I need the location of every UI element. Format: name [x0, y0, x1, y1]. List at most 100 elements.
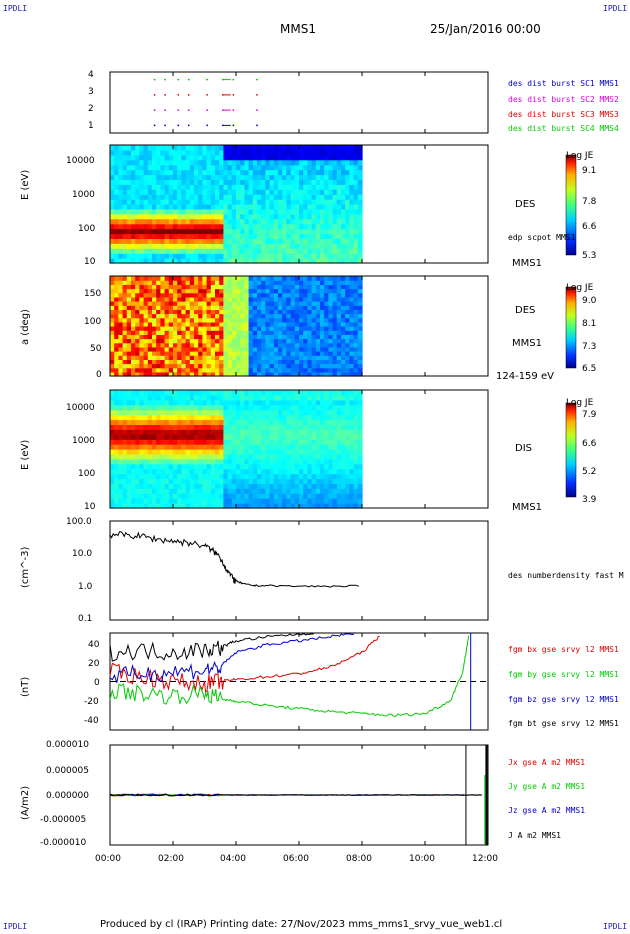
- des-energy-cell: [152, 159, 157, 166]
- dis-energy-cell: [257, 463, 262, 470]
- des-energy-cell: [215, 145, 220, 151]
- des-energy-cell: [286, 258, 292, 264]
- dis-energy-cell: [357, 390, 363, 396]
- des-energy-cell: [332, 194, 338, 200]
- dis-energy-cell: [248, 409, 254, 416]
- des-energy-cell: [244, 218, 250, 225]
- dis-energy-cell: [118, 444, 124, 450]
- des-pitch-cell: [341, 301, 346, 306]
- dis-energy-cell: [307, 453, 313, 460]
- dis-energy-cell: [353, 478, 359, 484]
- dis-energy-cell: [345, 419, 350, 425]
- des-pitch-cell: [294, 321, 300, 327]
- des-energy-cell: [143, 149, 149, 156]
- des-pitch-cell: [126, 301, 132, 306]
- des-energy-cell: [248, 218, 254, 225]
- dis-energy-cell: [328, 458, 334, 465]
- des-pitch-cell: [315, 334, 321, 340]
- dis-energy-cell: [114, 429, 119, 435]
- dis-energy-cell: [135, 439, 140, 445]
- des-pitch-cell: [215, 280, 220, 285]
- des-energy-cell: [114, 189, 119, 195]
- des-pitch-cell: [357, 363, 363, 369]
- des-energy-cell: [131, 204, 136, 210]
- dis-energy-cell: [210, 483, 216, 489]
- dis-energy-cell: [345, 453, 350, 460]
- des-pitch-cell: [261, 326, 266, 331]
- des-energy-cell: [177, 159, 182, 166]
- dis-energy-cell: [152, 409, 157, 416]
- des-pitch-cell: [122, 359, 128, 365]
- des-pitch-cell: [357, 371, 363, 377]
- dis-energy-cell: [290, 449, 296, 455]
- dis-energy-cell: [278, 473, 283, 480]
- des-energy-cell: [131, 253, 136, 259]
- dis-energy-cell: [286, 444, 292, 450]
- des-pitch-cell: [265, 296, 271, 302]
- dis-energy-cell: [332, 488, 338, 494]
- dis-energy-cell: [286, 434, 292, 440]
- dis-energy-cell: [231, 493, 237, 499]
- des-energy-cell: [286, 194, 292, 200]
- dis-energy-cell: [156, 453, 161, 460]
- dis-energy-cell: [341, 439, 346, 445]
- des-energy-cell: [341, 223, 346, 230]
- des-pitch-cell: [349, 367, 355, 373]
- des-pitch-cell: [278, 342, 283, 348]
- dis-energy-cell: [311, 429, 317, 435]
- des-energy-cell: [181, 184, 187, 190]
- dis-energy-cell: [215, 449, 220, 455]
- des-pitch-cell: [215, 342, 220, 348]
- dis-energy-cell: [219, 444, 224, 450]
- dis-energy-cell: [139, 409, 145, 416]
- des-pitch-cell: [173, 288, 178, 294]
- cbar2-tick-1: 8.1: [582, 319, 597, 329]
- dis-energy-cell: [273, 483, 279, 489]
- des-pitch-cell: [324, 301, 329, 306]
- dis-energy-cell: [160, 458, 166, 465]
- des-energy-cell: [194, 164, 199, 171]
- des-pitch-cell: [328, 351, 334, 356]
- burst-point: [232, 93, 235, 96]
- des-energy-cell: [278, 233, 283, 239]
- des-energy-cell: [177, 174, 182, 180]
- des-pitch-cell: [139, 321, 145, 327]
- dis-energy-cell: [168, 488, 174, 494]
- des-energy-cell: [265, 149, 271, 156]
- des-pitch-cell: [231, 367, 237, 373]
- des-energy-cell: [240, 164, 245, 171]
- des-pitch-cell: [252, 363, 258, 369]
- des-pitch-cell: [181, 309, 187, 315]
- des-energy-cell: [248, 258, 254, 264]
- dis-energy-cell: [248, 429, 254, 435]
- des-pitch-cell: [345, 326, 350, 331]
- des-energy-cell: [147, 248, 153, 254]
- des-energy-cell: [273, 154, 279, 161]
- density-ylabel: (cm^-3): [20, 546, 31, 588]
- des-energy-cell: [248, 233, 254, 239]
- des-energy-cell: [341, 164, 346, 171]
- des-pitch-cell: [231, 288, 237, 294]
- des-energy-cell: [189, 204, 195, 210]
- des-pitch-cell: [215, 313, 220, 319]
- des-energy-cell: [126, 258, 132, 264]
- des-pitch-cell: [143, 276, 149, 281]
- des-pitch-cell: [265, 359, 271, 365]
- des-pitch-cell: [185, 334, 191, 340]
- des-pitch-cell: [114, 280, 119, 285]
- dis-energy-cell: [357, 444, 363, 450]
- des-energy-cell: [353, 208, 359, 215]
- des-energy-cell: [194, 218, 199, 225]
- des-energy-cell: [168, 253, 174, 259]
- des-energy-cell: [324, 189, 329, 195]
- dis-energy-cell: [202, 498, 208, 504]
- des-energy-cell: [126, 179, 132, 185]
- dis-energy-cell: [147, 444, 153, 450]
- des-energy-cell: [143, 159, 149, 166]
- dis-energy-cell: [320, 488, 325, 494]
- des-energy-cell: [290, 199, 296, 205]
- des-energy-cell: [252, 258, 258, 264]
- des-energy-cell: [278, 218, 283, 225]
- des-pitch-cell: [311, 326, 317, 331]
- dis-energy-cell: [236, 449, 241, 455]
